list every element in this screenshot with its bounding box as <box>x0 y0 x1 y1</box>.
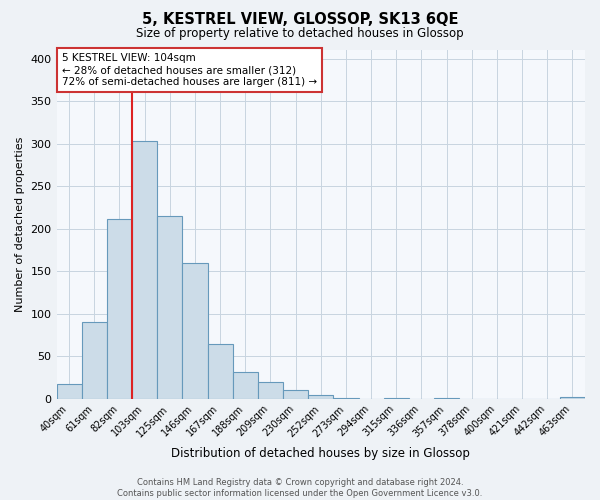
Bar <box>107 220 132 399</box>
X-axis label: Distribution of detached houses by size in Glossop: Distribution of detached houses by size … <box>172 447 470 460</box>
Bar <box>560 397 585 399</box>
Bar <box>434 398 459 399</box>
Bar <box>334 398 359 399</box>
Bar <box>283 390 308 399</box>
Bar <box>383 398 409 399</box>
Y-axis label: Number of detached properties: Number of detached properties <box>15 136 25 312</box>
Bar <box>308 396 334 399</box>
Bar <box>56 384 82 399</box>
Text: Contains HM Land Registry data © Crown copyright and database right 2024.
Contai: Contains HM Land Registry data © Crown c… <box>118 478 482 498</box>
Bar <box>132 141 157 399</box>
Text: 5 KESTREL VIEW: 104sqm
← 28% of detached houses are smaller (312)
72% of semi-de: 5 KESTREL VIEW: 104sqm ← 28% of detached… <box>62 54 317 86</box>
Text: 5, KESTREL VIEW, GLOSSOP, SK13 6QE: 5, KESTREL VIEW, GLOSSOP, SK13 6QE <box>142 12 458 28</box>
Bar <box>258 382 283 399</box>
Bar <box>208 344 233 399</box>
Bar <box>157 216 182 399</box>
Bar <box>233 372 258 399</box>
Bar <box>182 262 208 399</box>
Bar <box>82 322 107 399</box>
Text: Size of property relative to detached houses in Glossop: Size of property relative to detached ho… <box>136 28 464 40</box>
